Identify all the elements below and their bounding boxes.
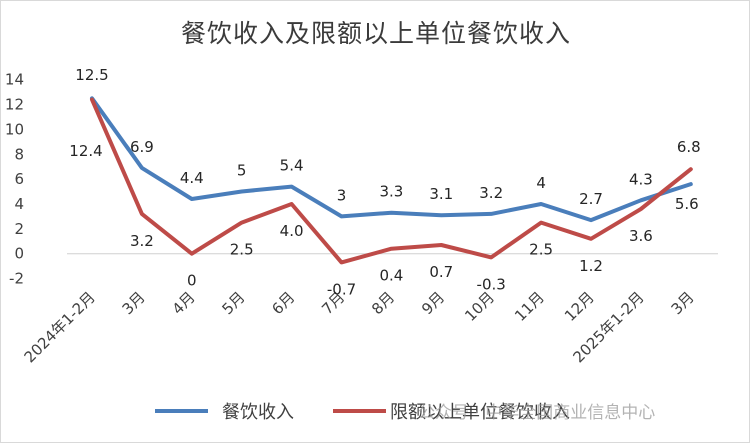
- data-label-restaurant-revenue: 12.5: [75, 66, 108, 84]
- x-tick-label: 4月: [169, 288, 199, 318]
- data-label-above-quota-revenue: 0.4: [379, 267, 403, 285]
- x-tick-label: 6月: [268, 288, 298, 318]
- y-tick-label: 6: [14, 170, 24, 188]
- data-label-above-quota-revenue: 3.2: [130, 232, 154, 250]
- x-tick-label: 8月: [368, 288, 398, 318]
- data-label-restaurant-revenue: 3.3: [379, 183, 403, 201]
- data-label-above-quota-revenue: 3.6: [629, 227, 653, 245]
- data-label-above-quota-revenue: 0: [187, 272, 197, 290]
- data-label-restaurant-revenue: 6.9: [130, 138, 154, 156]
- data-label-restaurant-revenue: 2.7: [579, 190, 603, 208]
- legend-label-above-quota-revenue: 限额以上单位餐饮收入: [390, 402, 570, 423]
- x-tick-label: 5月: [218, 288, 248, 318]
- data-label-above-quota-revenue: 12.4: [69, 142, 102, 160]
- y-tick-label: 8: [14, 145, 24, 163]
- data-label-restaurant-revenue: 3.2: [479, 184, 503, 202]
- x-tick-label: 9月: [418, 288, 448, 318]
- data-label-above-quota-revenue: 2.5: [230, 241, 254, 259]
- data-label-above-quota-revenue: 0.7: [429, 263, 453, 281]
- x-tick-label: 3月: [119, 288, 149, 318]
- series-line-2: [90, 97, 693, 265]
- y-tick-label: 14: [5, 71, 24, 89]
- x-tick-label: 3月: [668, 288, 698, 318]
- data-label-above-quota-revenue: 1.2: [579, 257, 603, 275]
- y-tick-label: 10: [5, 120, 24, 138]
- data-label-restaurant-revenue: 5.4: [280, 157, 304, 175]
- x-tick-label: 2024年1-2月: [21, 288, 99, 366]
- data-label-above-quota-revenue: -0.3: [477, 275, 506, 293]
- y-tick-label: 2: [14, 220, 24, 238]
- data-label-restaurant-revenue: 3: [337, 186, 347, 204]
- y-tick-label: 0: [14, 245, 24, 263]
- x-tick-label: 10月: [461, 288, 498, 325]
- data-label-above-quota-revenue: 2.5: [529, 241, 553, 259]
- data-label-restaurant-revenue: 4: [536, 174, 546, 192]
- data-label-above-quota-revenue: 6.8: [677, 138, 701, 156]
- data-label-restaurant-revenue: 5: [237, 162, 247, 180]
- x-tick-label: 12月: [561, 288, 598, 325]
- legend-label-restaurant-revenue: 餐饮收入: [222, 402, 294, 423]
- data-label-restaurant-revenue: 5.6: [675, 195, 699, 213]
- y-tick-label: -2: [9, 270, 24, 288]
- data-label-restaurant-revenue: 3.1: [429, 185, 453, 203]
- y-tick-label: 4: [14, 195, 24, 213]
- series-line-1: [90, 96, 693, 223]
- chart-title: 餐饮收入及限额以上单位餐饮收入: [180, 19, 571, 48]
- y-tick-label: 12: [5, 96, 24, 114]
- data-label-restaurant-revenue: 4.4: [180, 169, 204, 187]
- data-label-restaurant-revenue: 4.3: [629, 170, 653, 188]
- watermark-text: 公众号 · 中华全国商业信息中心: [418, 403, 655, 423]
- data-label-above-quota-revenue: 4.0: [280, 222, 304, 240]
- x-tick-label: 11月: [511, 288, 548, 325]
- data-label-above-quota-revenue: -0.7: [327, 280, 356, 298]
